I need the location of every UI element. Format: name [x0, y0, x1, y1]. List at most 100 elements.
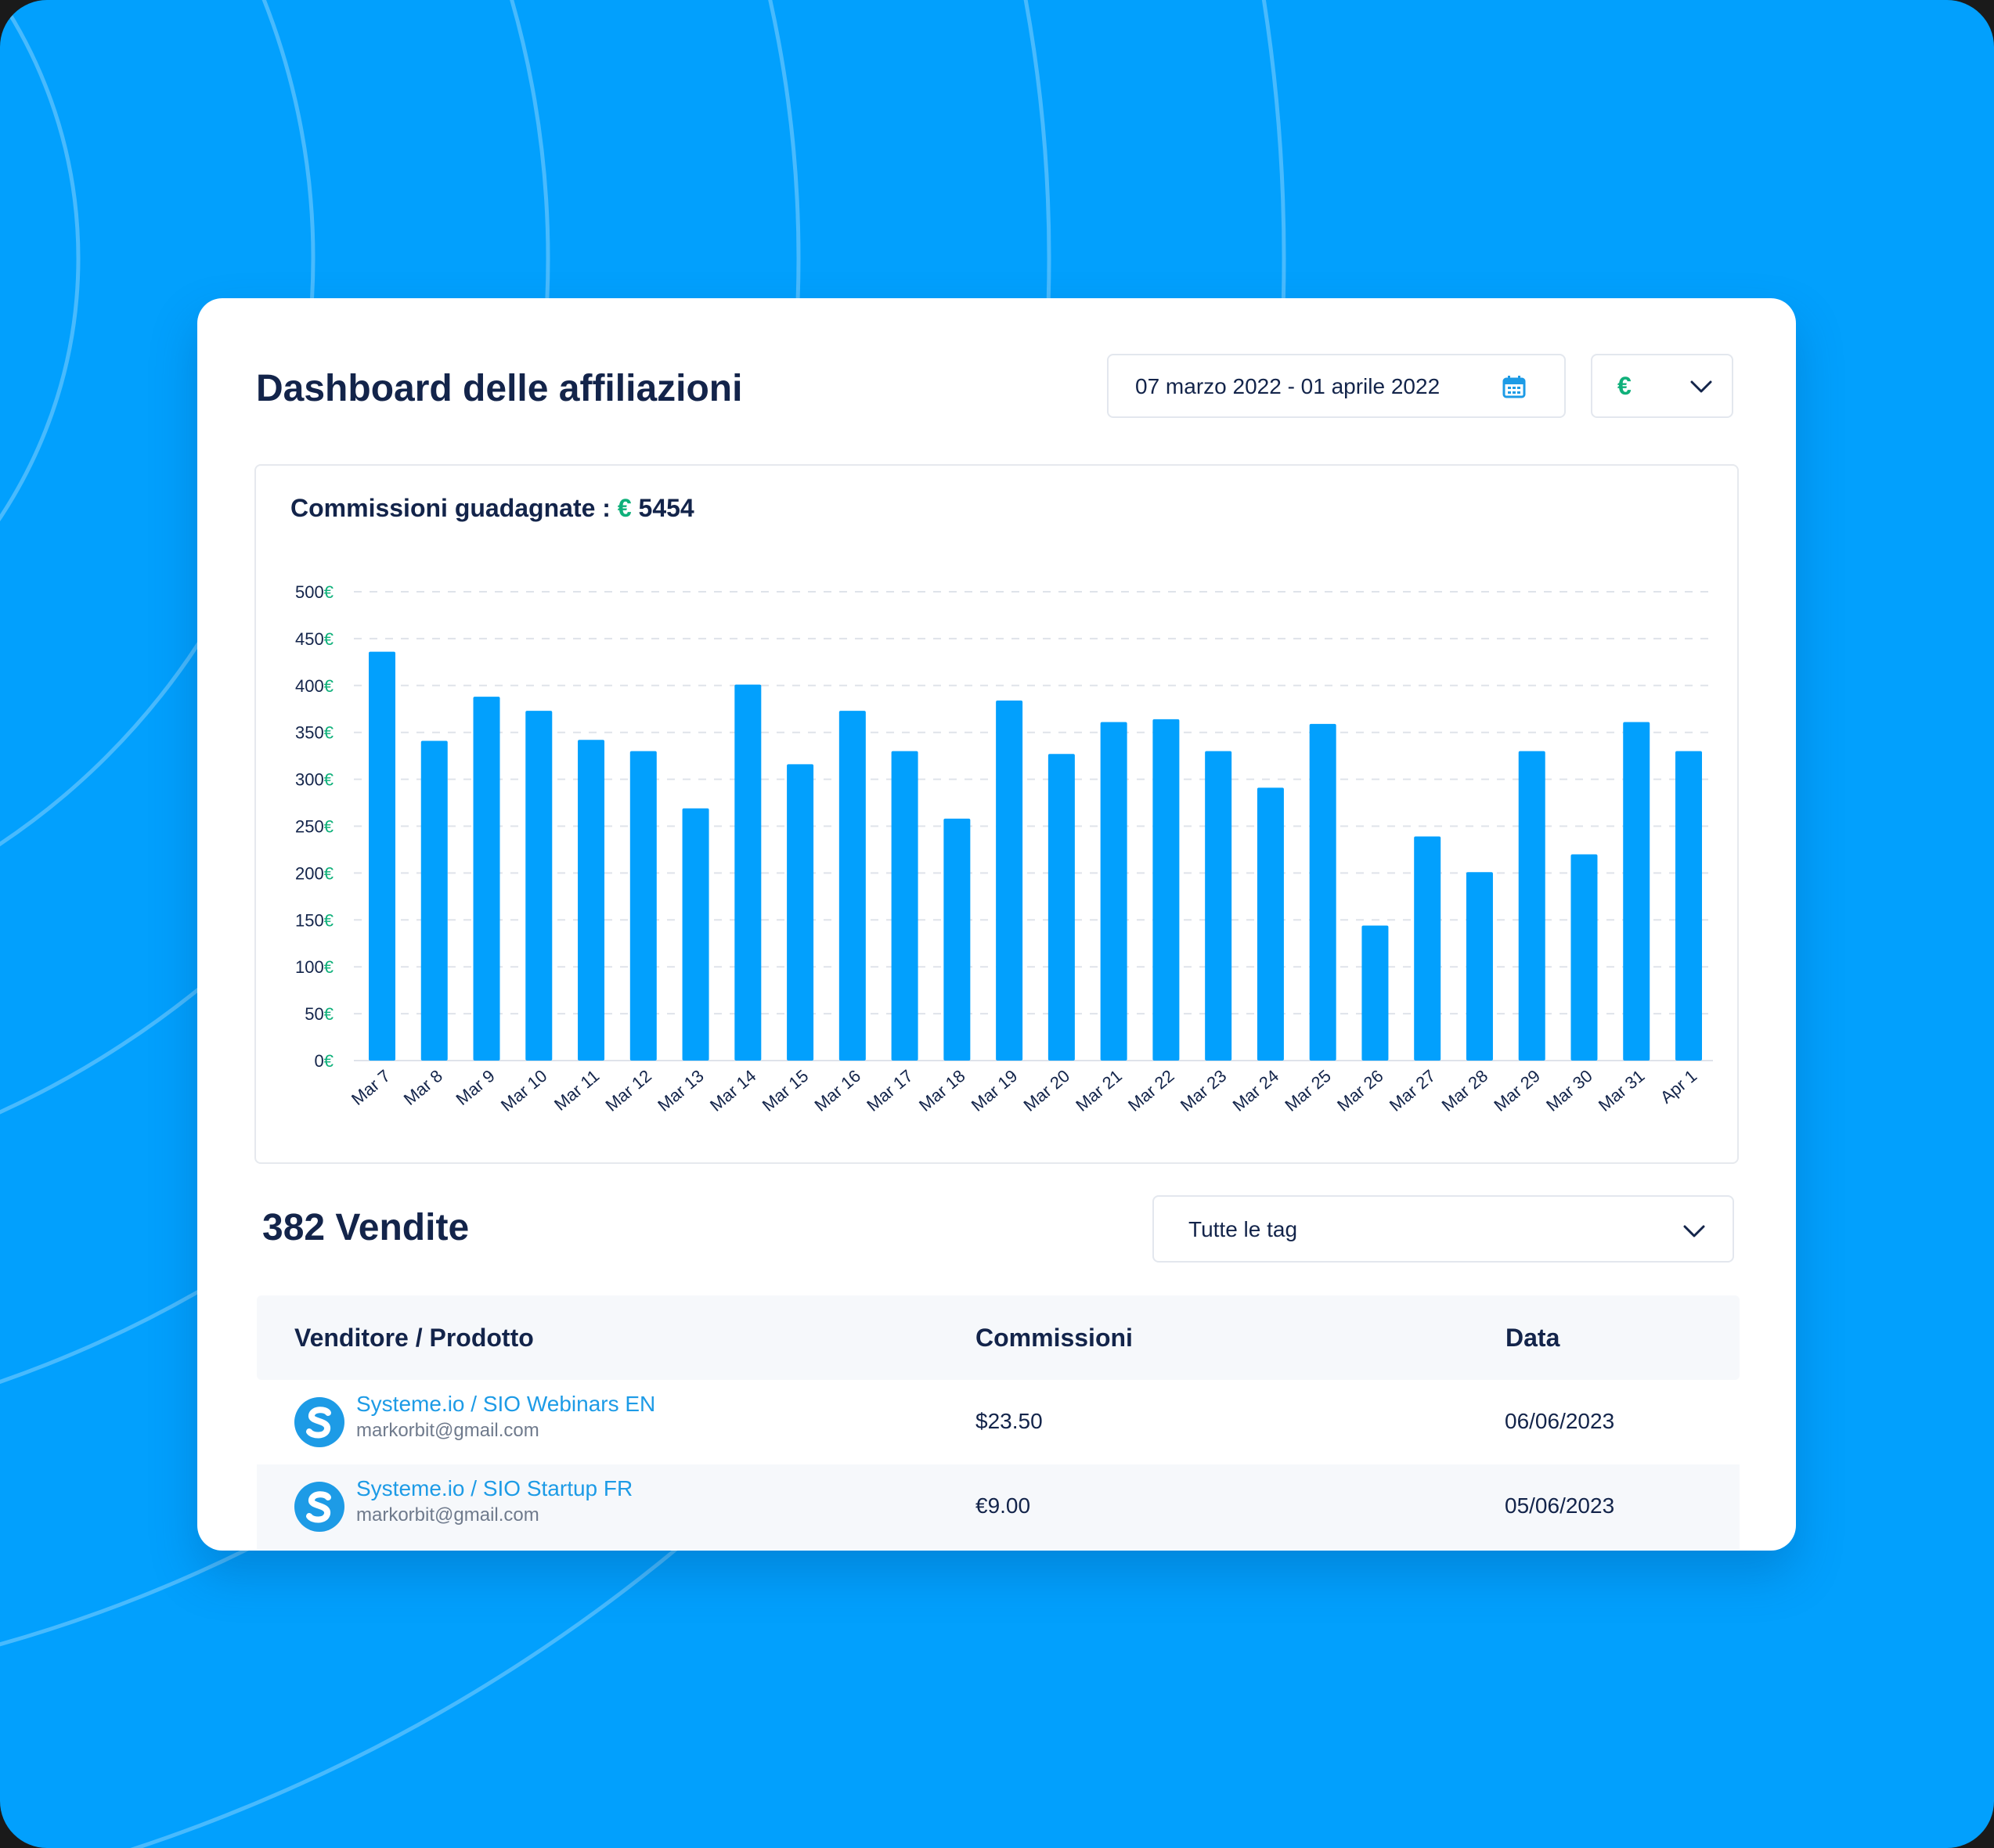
tag-filter-value: Tutte le tag [1188, 1217, 1298, 1241]
chart-bar [1309, 723, 1336, 1061]
x-tick-label: Mar 13 [654, 1066, 708, 1115]
x-tick-label: Mar 15 [759, 1066, 813, 1115]
chart-bar [1257, 787, 1284, 1061]
dashboard-card: Dashboard delle affiliazioni 07 marzo 20… [197, 298, 1796, 1551]
x-tick-label: Mar 28 [1438, 1066, 1492, 1115]
chart-bar [1361, 925, 1389, 1061]
product-link[interactable]: Systeme.io / SIO Startup FR [356, 1476, 633, 1500]
commissions-bar-chart: 0€ 50€ 100€ 150€ 200€ 250€ 300€ 350€ 400€ 450€ 500… [295, 582, 1713, 1115]
commission-cell: €9.00 [975, 1493, 1031, 1518]
calendar-icon[interactable] [1502, 374, 1527, 403]
chart-bar [1205, 751, 1232, 1061]
date-cell: 06/06/2023 [1505, 1409, 1615, 1433]
chart-bar [787, 764, 814, 1061]
x-tick-label: Mar 30 [1542, 1066, 1596, 1115]
chart-bar [838, 711, 866, 1061]
vendor-email: markorbit@gmail.com [356, 1420, 539, 1441]
column-header-date[interactable]: Data [1505, 1324, 1560, 1352]
y-tick-label: 500€ [295, 582, 334, 602]
chart-bar [578, 740, 605, 1061]
x-tick-label: Mar 24 [1229, 1066, 1283, 1115]
chart-bar [1152, 719, 1180, 1061]
x-tick-label: Apr 1 [1657, 1066, 1700, 1108]
chevron-down-icon [1682, 1223, 1706, 1243]
table-header: Venditore / Prodotto Commissioni Data [257, 1295, 1740, 1380]
chart-bar [1100, 722, 1127, 1061]
date-range-picker[interactable]: 07 marzo 2022 - 01 aprile 2022 [1107, 354, 1566, 418]
systeme-logo-icon [294, 1397, 344, 1447]
product-link[interactable]: Systeme.io / SIO Webinars EN [356, 1392, 656, 1416]
chart-bar [473, 697, 500, 1061]
chart-bar [1414, 836, 1441, 1061]
currency-select[interactable]: € [1591, 354, 1733, 418]
y-tick-label: 100€ [295, 957, 334, 977]
chart-bar [1047, 754, 1075, 1061]
table-row[interactable]: Systeme.io / SIO Startup FR markorbit@gm… [257, 1464, 1740, 1549]
chart-bar [1466, 872, 1493, 1061]
x-tick-label: Mar 16 [811, 1066, 865, 1115]
x-tick-label: Mar 8 [400, 1066, 446, 1109]
chart-bar [1570, 854, 1598, 1061]
chart-title-currency: € [617, 494, 632, 522]
column-header-commission[interactable]: Commissioni [975, 1324, 1133, 1352]
sales-table: Venditore / Prodotto Commissioni Data Sy… [257, 1295, 1740, 1549]
chart-bar [369, 651, 395, 1061]
chart-bar [1623, 722, 1650, 1061]
x-tick-label: Mar 31 [1595, 1066, 1649, 1115]
y-tick-label: 250€ [295, 817, 334, 837]
sales-count: 382 Vendite [262, 1207, 470, 1248]
chart-bar [420, 740, 448, 1061]
x-tick-label: Mar 11 [550, 1066, 603, 1115]
x-tick-label: Mar 18 [915, 1066, 969, 1115]
date-range-text: 07 marzo 2022 - 01 aprile 2022 [1135, 374, 1441, 398]
page-title: Dashboard delle affiliazioni [256, 368, 743, 409]
x-tick-label: Mar 20 [1020, 1066, 1074, 1115]
x-tick-label: Mar 23 [1177, 1066, 1231, 1115]
chart-bar [682, 808, 709, 1061]
x-tick-label: Mar 10 [497, 1066, 551, 1115]
chart-bar [525, 711, 553, 1061]
y-tick-label: 50€ [305, 1004, 334, 1024]
chart-bar [891, 751, 918, 1061]
currency-symbol: € [1617, 372, 1632, 400]
commission-cell: $23.50 [975, 1409, 1043, 1433]
x-tick-label: Mar 19 [968, 1066, 1022, 1115]
x-tick-label: Mar 25 [1281, 1066, 1335, 1115]
column-header-vendor[interactable]: Venditore / Prodotto [294, 1324, 534, 1352]
systeme-logo-icon [294, 1482, 344, 1532]
x-tick-label: Mar 26 [1333, 1066, 1387, 1115]
chart-bar [996, 700, 1023, 1061]
y-tick-label: 450€ [295, 629, 334, 649]
y-tick-label: 300€ [295, 770, 334, 790]
chart-bar [1518, 751, 1545, 1061]
y-tick-label: 400€ [295, 676, 334, 696]
tag-filter-select[interactable]: Tutte le tag [1152, 1195, 1734, 1263]
chart-title: Commissioni guadagnate : € 5454 [290, 494, 694, 523]
x-tick-label: Mar 14 [706, 1066, 760, 1115]
commissions-chart-panel: 0€ 50€ 100€ 150€ 200€ 250€ 300€ 350€ 400€ 450€ 500… [254, 464, 1739, 1164]
x-tick-label: Mar 22 [1124, 1066, 1178, 1115]
date-cell: 05/06/2023 [1505, 1493, 1615, 1518]
chart-bar [734, 684, 762, 1061]
x-tick-label: Mar 29 [1490, 1066, 1544, 1115]
chevron-down-icon [1689, 379, 1713, 398]
y-tick-label: 350€ [295, 723, 334, 743]
y-tick-label: 0€ [315, 1051, 334, 1071]
x-tick-label: Mar 12 [601, 1066, 655, 1115]
vendor-email: markorbit@gmail.com [356, 1504, 539, 1526]
chart-title-label: Commissioni guadagnate : [290, 494, 611, 522]
x-tick-label: Mar 21 [1072, 1066, 1126, 1115]
x-tick-label: Mar 17 [863, 1066, 917, 1115]
x-tick-label: Mar 9 [453, 1066, 499, 1109]
chart-bar [943, 818, 971, 1061]
y-tick-label: 150€ [295, 910, 334, 930]
chart-bar [1675, 751, 1702, 1061]
table-row[interactable]: Systeme.io / SIO Webinars EN markorbit@g… [257, 1380, 1740, 1464]
chart-title-total: 5454 [638, 494, 694, 522]
chart-bar [629, 751, 657, 1061]
x-tick-label: Mar 27 [1386, 1066, 1440, 1115]
y-tick-label: 200€ [295, 863, 334, 883]
x-tick-label: Mar 7 [348, 1066, 394, 1109]
